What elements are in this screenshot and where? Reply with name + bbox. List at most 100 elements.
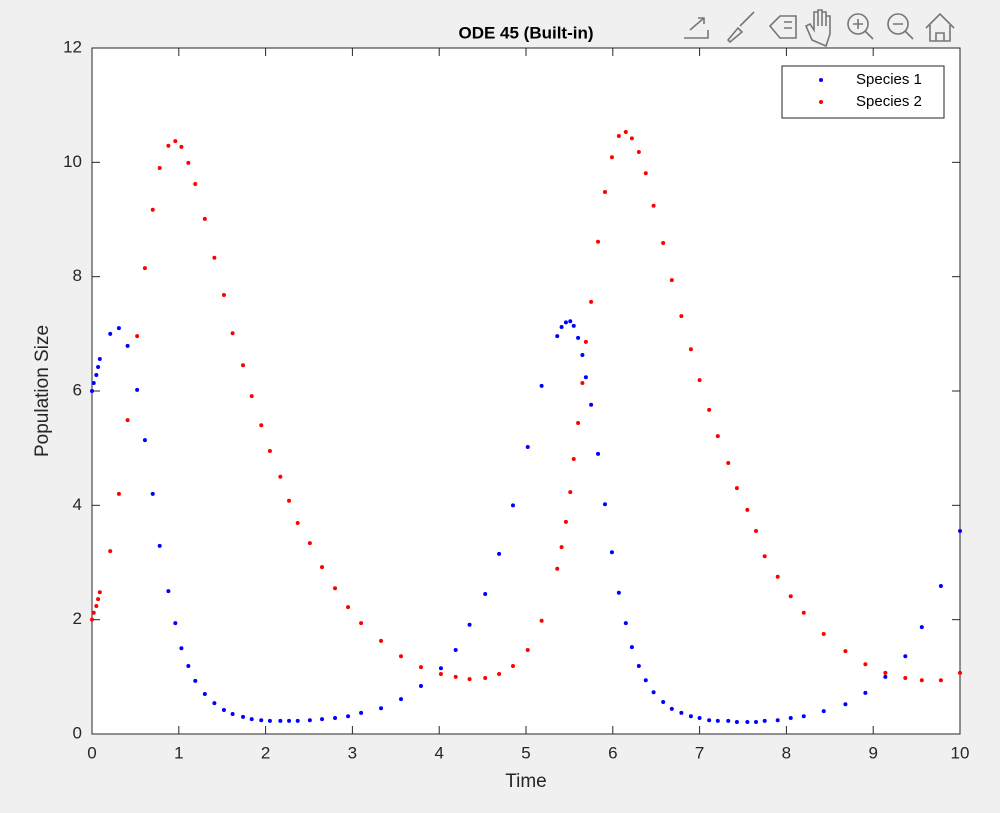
data-point [230,331,235,336]
data-point [230,711,235,716]
x-tick-label: 5 [521,743,530,762]
data-point [91,380,96,385]
data-point [651,690,656,695]
data-point [193,182,198,187]
data-point [94,603,99,608]
x-axis-label: Time [505,771,547,792]
legend-marker [819,100,823,104]
data-point [762,718,767,723]
data-point [539,383,544,388]
data-point [754,719,759,724]
data-point [571,323,576,328]
data-point [510,663,515,668]
data-point [821,631,826,636]
data-point [938,583,943,588]
data-point [346,714,351,719]
data-point [623,130,628,135]
data-point [525,647,530,652]
data-point [863,690,868,695]
data-point [734,486,739,491]
data-point [715,434,720,439]
export-icon[interactable] [684,17,709,39]
data-point [108,331,113,336]
data-point [589,402,594,407]
data-point [96,597,101,602]
data-point [688,714,693,719]
y-tick-label: 8 [73,266,82,285]
x-tick-label: 8 [782,743,791,762]
data-point [661,699,666,704]
zoom-in-icon[interactable] [847,13,869,35]
data-point [166,589,171,594]
data-point [295,718,300,723]
data-point [843,649,848,654]
y-axis-label: Population Size [32,325,53,457]
data-point [563,519,568,524]
data-point [142,266,147,271]
data-point [90,617,94,622]
datatip-icon[interactable] [768,15,797,39]
data-point [193,678,198,683]
y-tick-label: 6 [73,380,82,399]
legend-label: Species 2 [856,93,922,110]
data-point [754,529,759,534]
y-tick-label: 0 [73,723,82,742]
home-icon[interactable] [925,12,955,42]
data-point [399,654,404,659]
data-point [863,662,868,667]
toolbar[interactable] [684,9,955,48]
data-point [259,718,264,723]
pan-icon[interactable] [804,9,831,48]
data-point [125,343,130,348]
data-point [843,702,848,707]
data-point [186,663,191,668]
data-point [150,491,155,496]
data-point [669,706,674,711]
data-point [919,625,924,630]
data-point [359,710,364,715]
data-point [483,675,488,680]
x-tick-label: 3 [348,743,357,762]
data-point [173,621,178,626]
data-point [438,666,443,671]
legend-marker [819,78,823,82]
data-point [157,166,162,171]
data-point [157,543,162,548]
data-point [116,326,121,331]
data-point [166,143,171,148]
data-point [150,207,155,212]
data-point [580,352,585,357]
data-point [883,670,888,675]
data-point [116,491,121,496]
data-point [202,216,207,221]
data-point [643,678,648,683]
data-point [580,380,585,385]
data-point [96,364,101,369]
x-tick-label: 7 [695,743,704,762]
data-point [726,718,731,723]
data-point [94,372,99,377]
data-point [629,645,634,650]
data-point [576,421,581,426]
data-point [596,239,601,244]
data-point [287,718,292,723]
data-point [903,654,908,659]
brush-icon[interactable] [726,11,755,44]
data-point [379,706,384,711]
data-point [221,292,226,297]
data-point [453,647,458,652]
data-point [602,502,607,507]
data-point [346,605,351,610]
data-point [745,507,750,512]
zoom-out-icon[interactable] [887,13,909,35]
data-point [661,240,666,245]
data-point [745,719,750,724]
y-tick-label: 2 [73,609,82,628]
data-point [212,255,217,260]
data-point [559,545,564,550]
data-point [583,339,588,344]
x-tick-label: 4 [434,743,443,762]
data-point [571,457,576,462]
data-point [483,591,488,596]
